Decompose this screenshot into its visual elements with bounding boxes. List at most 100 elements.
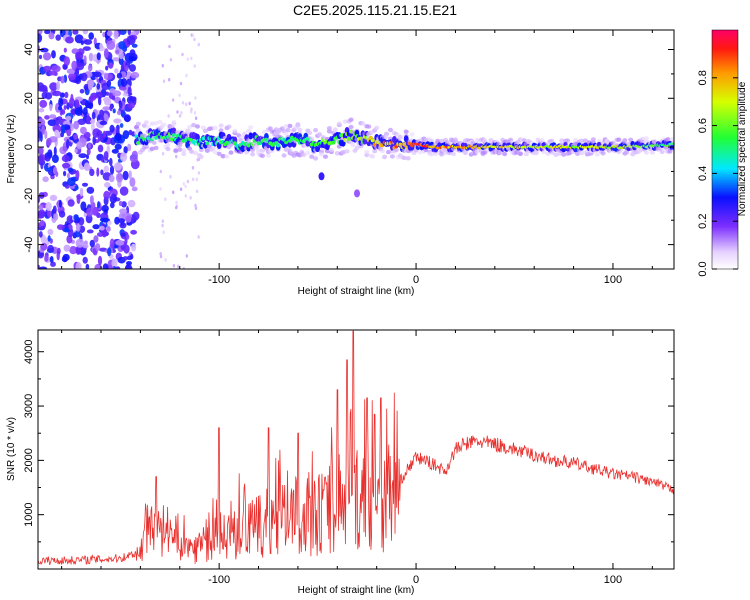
halo-mark [474, 138, 480, 143]
halo-mark [348, 117, 354, 122]
halo-mark [594, 152, 600, 157]
halo-mark [336, 121, 342, 126]
halo-mark [181, 151, 187, 157]
noise-mark [119, 186, 129, 196]
noise-mark [123, 114, 131, 123]
noise-mark [49, 256, 54, 263]
noise-mark [58, 97, 64, 107]
noise-mark [162, 79, 166, 83]
noise-mark [63, 105, 67, 110]
isolated-blob [354, 189, 360, 198]
noise-mark [125, 215, 133, 223]
halo-mark [643, 150, 649, 155]
noise-mark [66, 138, 70, 149]
noise-mark [194, 96, 197, 100]
halo-mark [141, 123, 147, 128]
halo-mark [649, 150, 655, 155]
page-title: C2E5.2025.115.21.15.E21 [293, 2, 457, 18]
noise-mark [122, 256, 128, 261]
noise-mark [82, 256, 88, 264]
noise-mark [114, 216, 120, 225]
noise-mark [106, 80, 112, 88]
heatmap-ytick-label: -20 [23, 188, 35, 204]
halo-mark [202, 128, 208, 134]
halo-mark [267, 126, 273, 131]
halo-mark [281, 153, 287, 158]
halo-mark [191, 122, 197, 128]
noise-mark [74, 106, 84, 116]
noise-mark [193, 64, 196, 68]
halo-mark [374, 125, 380, 130]
halo-mark [533, 150, 539, 155]
noise-mark [82, 107, 88, 117]
noise-mark [131, 186, 138, 192]
noise-mark [89, 95, 97, 101]
halo-mark [344, 149, 350, 154]
halo-mark [143, 120, 149, 125]
noise-mark [127, 86, 132, 96]
noise-mark [83, 39, 93, 45]
halo-mark [283, 131, 289, 136]
noise-mark [71, 60, 78, 71]
halo-mark [409, 132, 415, 137]
noise-mark [79, 88, 85, 94]
noise-mark [77, 118, 86, 125]
halo-mark [323, 154, 328, 159]
snr-ytick-label: 3000 [23, 394, 35, 418]
noise-mark [93, 235, 99, 243]
noise-mark [109, 157, 113, 167]
snr-xtick-label: 100 [604, 574, 622, 586]
noise-mark [73, 134, 79, 140]
noise-mark [75, 52, 80, 58]
noise-mark [73, 120, 80, 130]
noise-mark [118, 41, 126, 50]
colorbar-tick-label: 0.0 [697, 261, 709, 276]
snr-ylabel: SNR (10 * v/v) [6, 417, 17, 481]
halo-mark [372, 149, 378, 154]
noise-mark [164, 197, 167, 201]
noise-mark [124, 65, 129, 72]
noise-mark [67, 167, 73, 173]
noise-mark [172, 263, 176, 268]
noise-mark [86, 114, 91, 124]
noise-mark [168, 77, 171, 82]
heatmap-ylabel: Frequency (Hz) [6, 115, 17, 184]
halo-mark [181, 148, 187, 153]
noise-mark [51, 65, 61, 73]
noise-mark [112, 57, 121, 62]
colorbar-label: Normalized spectral amplitude [737, 81, 748, 216]
noise-mark [97, 255, 103, 266]
noise-mark [111, 258, 118, 268]
noise-mark [75, 262, 82, 269]
noise-mark [169, 58, 173, 62]
noise-mark [69, 246, 78, 255]
noise-mark [118, 200, 123, 207]
noise-mark [121, 201, 127, 208]
noise-mark [130, 71, 140, 79]
noise-mark [172, 190, 175, 195]
noise-mark [58, 106, 62, 111]
halo-mark [187, 124, 193, 130]
noise-mark [123, 146, 128, 154]
noise-mark [191, 177, 195, 182]
noise-mark [70, 123, 74, 131]
noise-mark [127, 30, 131, 36]
noise-mark [161, 223, 164, 228]
noise-mark [67, 177, 76, 187]
noise-mark [131, 43, 138, 48]
halo-mark [665, 137, 671, 142]
noise-mark [181, 52, 184, 57]
noise-mark [55, 171, 59, 177]
noise-mark [179, 187, 183, 191]
noise-mark [61, 154, 70, 163]
noise-mark [38, 146, 44, 156]
halo-mark [305, 150, 311, 155]
noise-mark [86, 148, 91, 156]
noise-mark [85, 102, 93, 109]
noise-mark [38, 54, 43, 60]
noise-mark [49, 82, 58, 91]
noise-mark [40, 162, 44, 170]
halo-mark [350, 142, 356, 148]
noise-mark [64, 91, 69, 99]
noise-mark [57, 247, 61, 255]
